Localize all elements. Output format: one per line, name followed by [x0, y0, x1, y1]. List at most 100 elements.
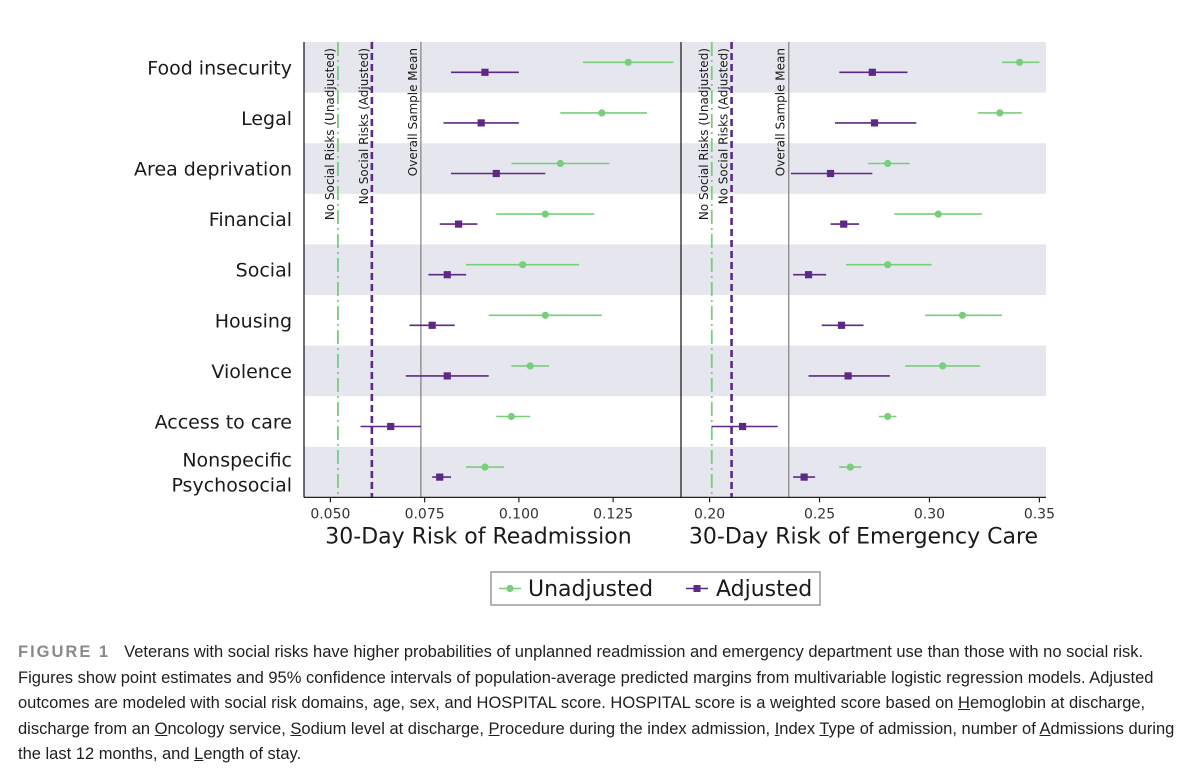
x-tick-label: 0.20	[694, 506, 725, 522]
row-bands	[304, 42, 1046, 498]
adjusted-point-housing	[837, 321, 846, 329]
caption-text-8: dmissions during the last 12 months, and	[18, 719, 1175, 764]
category-label-food-insecurity: Food insecurity	[147, 57, 292, 79]
adjusted-point-housing	[428, 321, 436, 329]
legend-unadjusted-dot-icon	[506, 584, 514, 593]
x-tick-label: 0.30	[914, 506, 945, 522]
adjusted-point-food-insecurity	[868, 68, 876, 76]
adjusted-point-financial	[840, 220, 848, 228]
unadjusted-point-access-to-care	[884, 412, 892, 421]
reference-label-no-social-risks-adjusted: No Social Risks (Adjusted)	[357, 48, 371, 204]
row-band	[304, 345, 1046, 397]
adjusted-point-social	[443, 271, 451, 279]
x-tick-label: 0.25	[804, 506, 835, 522]
unadjusted-point-financial	[541, 210, 549, 218]
category-label-area-deprivation: Area deprivation	[134, 159, 292, 181]
x-tick-label: 0.100	[499, 506, 539, 522]
caption-text-6: ndex	[779, 719, 820, 738]
category-label-access-to-care: Access to care	[155, 412, 292, 434]
legend-box	[490, 571, 821, 606]
row-band	[304, 244, 1046, 295]
adjusted-point-nonspecific-psychosocial	[800, 473, 808, 481]
panel-readmission: No Social Risks (Unadjusted) No Social Ri…	[303, 42, 681, 549]
caption-text-2: emoglobin at discharge, discharge from a…	[18, 694, 1146, 738]
unadjusted-point-violence	[526, 362, 534, 370]
category-label-social: Social	[236, 260, 292, 282]
unadjusted-point-housing	[958, 311, 967, 319]
unadjusted-point-nonspecific-psychosocial	[481, 463, 489, 471]
unadjusted-point-financial	[934, 210, 942, 218]
caption-text-7: ype of admission, number of	[828, 719, 1040, 738]
unadjusted-point-violence	[939, 362, 947, 370]
category-label-line: Violence	[211, 361, 292, 383]
legend-unadjusted-label: Unadjusted	[528, 577, 653, 602]
adjusted-point-violence	[844, 372, 852, 380]
reference-label-overall-sample-mean: Overall Sample Mean	[774, 48, 788, 176]
row-band	[304, 42, 1046, 93]
figure-chart: No Social Risks (Unadjusted) No Social Ri…	[134, 42, 1055, 606]
category-label-line: Legal	[241, 108, 292, 130]
unadjusted-point-social	[519, 261, 527, 269]
caption-text-1: Veterans with social risks have higher p…	[18, 643, 1154, 712]
category-label-violence: Violence	[211, 361, 292, 383]
x-axis-title: 30-Day Risk of Emergency Care	[689, 524, 1038, 549]
unadjusted-point-access-to-care	[507, 412, 515, 421]
x-tick-label: 0.050	[310, 506, 350, 522]
adjusted-point-area-deprivation	[492, 169, 500, 178]
adjusted-point-social	[804, 271, 813, 279]
category-label-line: Housing	[215, 310, 292, 332]
unadjusted-point-area-deprivation	[884, 159, 892, 168]
category-label-financial: Financial	[209, 209, 292, 231]
category-label-line: Nonspecific	[182, 450, 292, 472]
figure-caption: FIGURE 1 Veterans with social risks have …	[18, 640, 1178, 768]
unadjusted-point-legal	[996, 109, 1004, 117]
legend: Unadjusted Adjusted	[490, 571, 821, 606]
category-label-nonspecific-psychosocial: Nonspecific Psychosocial	[171, 450, 292, 497]
caption-letter-i: I	[774, 719, 780, 738]
legend-adjusted-label: Adjusted	[716, 577, 812, 602]
unadjusted-point-housing	[541, 311, 549, 319]
adjusted-point-legal	[870, 119, 879, 127]
adjusted-point-violence	[443, 372, 451, 380]
reference-label-no-social-risks-unadjusted: No Social Risks (Unadjusted)	[697, 48, 711, 220]
row-band	[304, 143, 1046, 194]
category-label-line: Food insecurity	[147, 57, 292, 79]
x-tick-label: 0.35	[1024, 506, 1055, 522]
adjusted-point-financial	[454, 220, 463, 228]
adjusted-point-legal	[477, 119, 485, 127]
reference-label-no-social-risks-unadjusted: No Social Risks (Unadjusted)	[323, 48, 337, 220]
caption-letter-l: L	[194, 745, 204, 763]
unadjusted-point-food-insecurity	[1016, 58, 1024, 66]
category-label-line: Social	[236, 260, 292, 282]
adjusted-point-area-deprivation	[826, 169, 835, 178]
unadjusted-point-legal	[598, 109, 606, 117]
caption-text-5: rocedure during the index admission,	[499, 719, 775, 738]
x-tick-label: 0.075	[405, 506, 445, 522]
unadjusted-point-area-deprivation	[556, 159, 564, 168]
category-label-line: Area deprivation	[134, 159, 292, 181]
adjusted-point-access-to-care	[738, 422, 747, 431]
row-band	[304, 446, 1046, 498]
category-label-line: Psychosocial	[171, 475, 292, 497]
adjusted-point-food-insecurity	[481, 68, 489, 76]
caption-text-3: ncology service,	[167, 719, 291, 738]
x-tick-label: 0.125	[593, 506, 633, 522]
caption-text-9: ength of stay.	[203, 745, 302, 763]
x-axis-title: 30-Day Risk of Readmission	[325, 524, 631, 549]
category-label-line: Access to care	[155, 412, 292, 434]
legend-adjusted-square-icon	[693, 585, 701, 592]
adjusted-point-access-to-care	[387, 422, 395, 431]
category-label-line: Financial	[209, 209, 292, 231]
caption-letter-s: S	[290, 719, 302, 738]
adjusted-point-nonspecific-psychosocial	[436, 473, 444, 481]
caption-letter-p: P	[488, 719, 500, 738]
unadjusted-point-social	[884, 261, 892, 269]
caption-figure-label: FIGURE 1	[18, 643, 111, 661]
category-label-legal: Legal	[241, 108, 292, 130]
reference-label-no-social-risks-adjusted: No Social Risks (Adjusted)	[717, 48, 731, 204]
panel-emergency-care: No Social Risks (Unadjusted) No Social Ri…	[680, 42, 1055, 549]
unadjusted-point-nonspecific-psychosocial	[846, 463, 854, 471]
caption-letter-t: T	[819, 719, 829, 738]
category-label-housing: Housing	[215, 310, 292, 332]
caption-letter-h: H	[958, 694, 970, 712]
